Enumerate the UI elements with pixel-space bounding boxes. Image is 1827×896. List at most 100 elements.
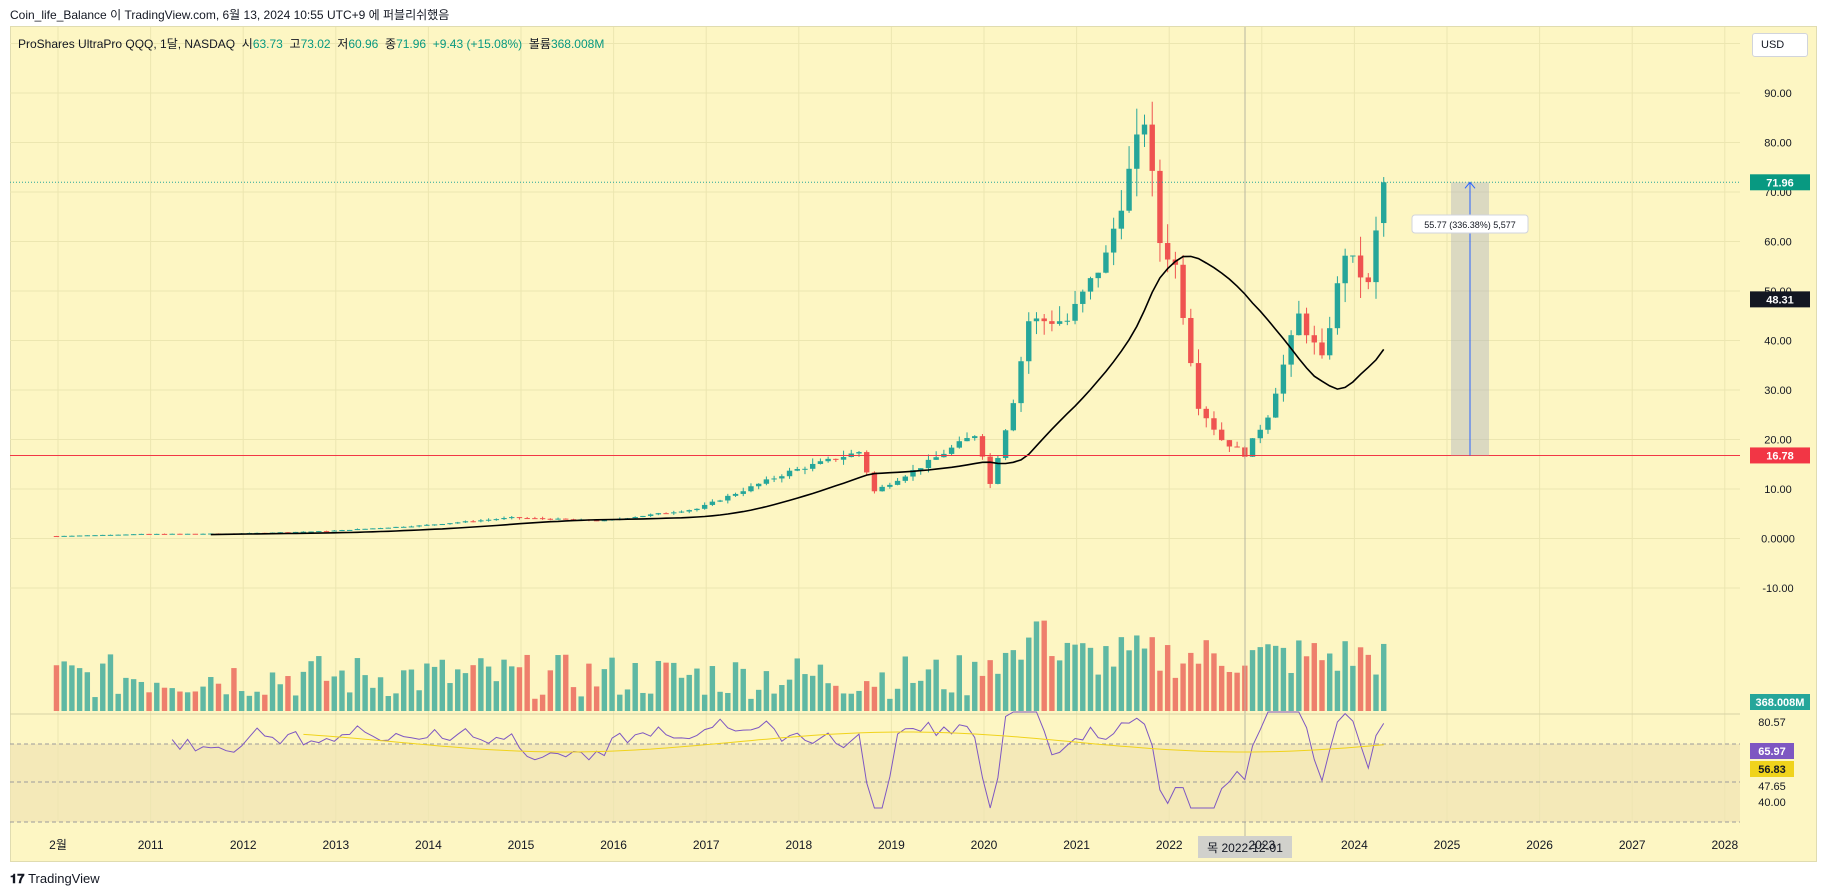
volume-bar xyxy=(717,691,723,711)
rsi-value-tag-bg xyxy=(1750,743,1794,759)
volume-bar xyxy=(200,686,206,711)
volume-bar xyxy=(1110,666,1117,711)
volume-bar xyxy=(624,689,631,711)
volume-bar xyxy=(1311,643,1317,711)
volume-bar xyxy=(53,665,60,711)
volume-bar xyxy=(1141,648,1148,711)
volume-bar xyxy=(1095,674,1101,711)
candle-body xyxy=(1026,321,1032,362)
volume-bar xyxy=(686,674,692,711)
candle-body xyxy=(431,524,438,526)
volume-bar xyxy=(771,693,777,711)
y-tick-label: 60.00 xyxy=(1764,237,1792,249)
volume-bar xyxy=(431,666,438,711)
x-tick-label: 2011 xyxy=(138,838,164,852)
candle-body xyxy=(1350,255,1356,257)
volume-bar xyxy=(1365,654,1371,711)
candle-body xyxy=(725,495,731,501)
volume-bar xyxy=(455,669,461,711)
volume-bar xyxy=(794,658,800,711)
x-tick-label: 2월 xyxy=(49,838,67,852)
volume-bar xyxy=(385,696,391,711)
candle-body xyxy=(470,521,476,523)
volume-bar xyxy=(547,670,554,711)
candle-body xyxy=(123,534,129,536)
candle-body xyxy=(840,457,847,460)
volume-bar xyxy=(146,692,152,711)
volume-bar xyxy=(871,686,878,711)
candle-body xyxy=(570,519,577,521)
candle-body xyxy=(524,518,530,520)
currency-button[interactable]: USD xyxy=(1752,33,1808,57)
candle-body xyxy=(1211,418,1217,430)
open-value: 63.73 xyxy=(252,37,283,51)
candle-body xyxy=(1164,243,1171,260)
candle-body xyxy=(462,521,469,523)
measure-arrowhead xyxy=(1464,181,1476,189)
volume-bar xyxy=(1319,660,1325,711)
candle-body xyxy=(200,533,206,535)
candle-body xyxy=(76,535,83,537)
candle-body xyxy=(1041,318,1047,322)
candle-body xyxy=(925,459,932,469)
volume-bar xyxy=(1234,672,1240,711)
volume-bar xyxy=(1272,645,1279,711)
volume-bar xyxy=(308,661,314,711)
candle-body xyxy=(964,438,970,442)
candle-body xyxy=(563,518,569,520)
volume-bar xyxy=(1257,647,1263,711)
candle-body xyxy=(385,527,391,529)
candle-body xyxy=(1002,430,1009,459)
y-tick-label: 40.00 xyxy=(1764,336,1792,348)
candle-body xyxy=(655,513,662,515)
candle-body xyxy=(817,461,824,464)
volume-bar xyxy=(941,689,947,711)
volume-bar xyxy=(802,674,808,711)
close-value: 71.96 xyxy=(396,37,427,51)
volume-bar xyxy=(1195,663,1202,711)
volume-bar xyxy=(1342,641,1348,711)
volume-bar xyxy=(902,656,908,711)
rsi-tick-upper: 80.57 xyxy=(1758,717,1786,729)
volume-bar xyxy=(1188,652,1194,711)
volume-bar xyxy=(439,659,445,711)
candle-body xyxy=(1180,264,1186,318)
volume-bar xyxy=(995,673,1001,711)
rsi-band xyxy=(10,744,1740,822)
volume-bar xyxy=(972,661,978,711)
volume-value: 368.008M xyxy=(550,37,605,51)
volume-bar xyxy=(709,666,716,711)
volume-bar xyxy=(1033,621,1040,711)
volume-bar xyxy=(1002,652,1009,711)
volume-bar xyxy=(223,694,229,711)
volume-bar xyxy=(609,657,615,711)
volume-bar xyxy=(786,679,793,711)
candle-body xyxy=(1195,363,1202,409)
volume-bar xyxy=(1218,665,1225,711)
chart-area[interactable] xyxy=(10,26,1817,862)
crosshair-label-bg xyxy=(1198,836,1292,858)
x-tick-label: 2015 xyxy=(508,838,535,852)
volume-bar xyxy=(578,696,584,711)
candle-body xyxy=(485,519,492,521)
candle-body xyxy=(138,533,145,535)
candle-body xyxy=(424,524,430,526)
candle-body xyxy=(346,529,353,531)
volume-bar xyxy=(840,693,847,711)
volume-bar xyxy=(323,680,330,711)
candle-body xyxy=(1249,438,1256,457)
candle-body xyxy=(84,535,91,537)
volume-bar xyxy=(401,670,407,711)
y-tick-label: -10.00 xyxy=(1762,583,1793,595)
volume-bar xyxy=(555,655,561,711)
candle-body xyxy=(1010,403,1017,431)
volume-bar xyxy=(1203,640,1209,711)
candle-body xyxy=(532,518,538,520)
volume-bar xyxy=(825,683,831,711)
volume-bar xyxy=(393,693,399,711)
candle-body xyxy=(663,513,669,515)
candle-body xyxy=(339,530,345,532)
volume-bar xyxy=(586,663,592,711)
open-label: 시 xyxy=(241,37,253,51)
